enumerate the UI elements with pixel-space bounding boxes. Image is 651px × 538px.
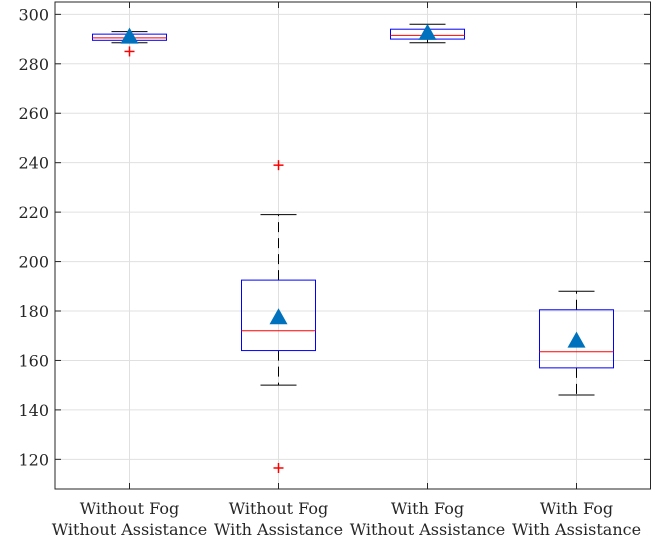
x-tick-label-line1: Without Fog — [229, 499, 329, 518]
x-tick-label-line2: With Assistance — [214, 520, 343, 538]
y-tick-label: 200 — [18, 253, 49, 272]
x-tick-label-line2: With Assistance — [512, 520, 641, 538]
y-tick-label: 280 — [18, 55, 49, 74]
y-tick-label: 240 — [18, 154, 49, 173]
y-tick-label: 260 — [18, 104, 49, 123]
x-tick-label-line1: With Fog — [540, 499, 613, 518]
x-tick-label-line2: Without Assistance — [52, 520, 207, 538]
iqr-box — [241, 279, 316, 352]
y-tick-label: 140 — [18, 401, 49, 420]
iqr-box — [539, 309, 614, 369]
x-tick-label-line2: Without Assistance — [350, 520, 505, 538]
y-tick-label: 220 — [18, 203, 49, 222]
outlier-marker — [273, 160, 284, 171]
y-tick-label: 180 — [18, 302, 49, 321]
x-tick-label-line1: With Fog — [391, 499, 464, 518]
y-tick-label: 120 — [18, 450, 49, 469]
box-layer — [92, 23, 614, 396]
mean-marker — [567, 331, 586, 348]
plot-frame — [54, 1, 651, 490]
label-layer: 120 140 160 180 200 220 240 260 280 300 Without Fo… — [18, 5, 641, 538]
grid-layer — [55, 2, 651, 489]
tick-layer — [55, 2, 650, 489]
y-tick-label: 160 — [18, 351, 49, 370]
outlier-marker — [124, 46, 135, 57]
mean-marker — [418, 23, 437, 40]
mean-marker — [269, 308, 288, 325]
mean-marker — [120, 27, 139, 44]
y-tick-label: 300 — [18, 5, 49, 24]
x-tick-label-line1: Without Fog — [80, 499, 180, 518]
marker-layer — [120, 23, 586, 473]
outlier-marker — [273, 462, 284, 473]
